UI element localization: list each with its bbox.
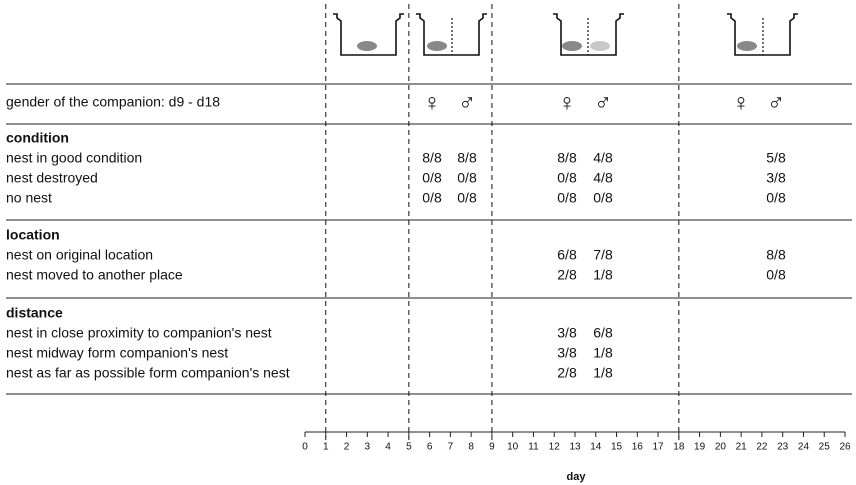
row-label: nest moved to another place bbox=[6, 267, 183, 283]
cell: 0/8 bbox=[422, 190, 442, 206]
tick-label: 23 bbox=[777, 442, 789, 453]
row-label: nest in close proximity to companion's n… bbox=[6, 325, 272, 341]
cell: 1/8 bbox=[593, 365, 613, 381]
tick-label: 11 bbox=[528, 442, 539, 453]
tick-label: 7 bbox=[448, 442, 454, 453]
tick-label: 14 bbox=[590, 442, 602, 453]
cell: 0/8 bbox=[557, 190, 577, 206]
tick-label: 6 bbox=[427, 442, 433, 453]
row-label: no nest bbox=[6, 190, 52, 206]
cell: 8/8 bbox=[557, 150, 577, 166]
tick-label: 3 bbox=[365, 442, 371, 453]
cell: 6/8 bbox=[557, 247, 577, 263]
tick-label: 8 bbox=[468, 442, 474, 453]
gender-symbol: ♀ bbox=[732, 89, 750, 116]
cell: 0/8 bbox=[593, 190, 613, 206]
tick-label: 15 bbox=[611, 442, 623, 453]
tick-label: 2 bbox=[344, 442, 350, 453]
cell: 4/8 bbox=[593, 150, 613, 166]
cell: 0/8 bbox=[557, 170, 577, 186]
cell: 4/8 bbox=[593, 170, 613, 186]
section-title: distance bbox=[6, 305, 63, 321]
tick-label: 20 bbox=[715, 442, 727, 453]
cell: 0/8 bbox=[766, 190, 786, 206]
tick-label: 16 bbox=[632, 442, 644, 453]
tick-label: 4 bbox=[385, 442, 391, 453]
row-label: nest as far as possible form companion's… bbox=[6, 365, 290, 381]
cell: 0/8 bbox=[457, 190, 477, 206]
cell: 3/8 bbox=[557, 345, 577, 361]
tick-label: 17 bbox=[653, 442, 665, 453]
cell: 0/8 bbox=[457, 170, 477, 186]
cell: 3/8 bbox=[557, 325, 577, 341]
cell: 3/8 bbox=[766, 170, 786, 186]
tick-label: 5 bbox=[406, 442, 412, 453]
cell: 8/8 bbox=[422, 150, 442, 166]
cell: 6/8 bbox=[593, 325, 613, 341]
cell: 2/8 bbox=[557, 365, 577, 381]
tick-label: 1 bbox=[323, 442, 329, 453]
tick-label: 12 bbox=[549, 442, 561, 453]
gender-symbol: ♀ bbox=[558, 89, 576, 116]
gender-symbol: ♂ bbox=[458, 89, 476, 116]
cell: 5/8 bbox=[766, 150, 786, 166]
axis-label: day bbox=[567, 471, 587, 483]
section-title: condition bbox=[6, 130, 69, 146]
cell: 1/8 bbox=[593, 345, 613, 361]
tick-label: 26 bbox=[839, 442, 851, 453]
tick-label: 18 bbox=[673, 442, 685, 453]
tick-label: 13 bbox=[569, 442, 581, 453]
figure: gender of the companion: d9 - d18 ♀ ♂ ♀ ♂ ♀ ♂… bbox=[0, 0, 856, 485]
cell: 0/8 bbox=[422, 170, 442, 186]
cell: 7/8 bbox=[593, 247, 613, 263]
gender-symbol: ♀ bbox=[423, 89, 441, 116]
section-title: location bbox=[6, 227, 60, 243]
cell: 8/8 bbox=[766, 247, 786, 263]
tick-label: 9 bbox=[489, 442, 495, 453]
tick-label: 22 bbox=[756, 442, 768, 453]
cell: 0/8 bbox=[766, 267, 786, 283]
row-label: nest on original location bbox=[6, 247, 153, 263]
cage-icons bbox=[333, 14, 798, 55]
tick-label: 21 bbox=[736, 442, 748, 453]
cell: 1/8 bbox=[593, 267, 613, 283]
tick-label: 10 bbox=[507, 442, 519, 453]
tick-label: 24 bbox=[798, 442, 810, 453]
row-label: nest in good condition bbox=[6, 150, 142, 166]
tick-label: 19 bbox=[694, 442, 706, 453]
cell: 8/8 bbox=[457, 150, 477, 166]
gender-symbol: ♂ bbox=[767, 89, 785, 116]
row-label: nest midway form companion's nest bbox=[6, 345, 228, 361]
tick-label: 25 bbox=[819, 442, 831, 453]
gender-symbol: ♂ bbox=[594, 89, 612, 116]
gender-label: gender of the companion: d9 - d18 bbox=[6, 94, 220, 110]
tick-label: 0 bbox=[302, 442, 308, 453]
row-label: nest destroyed bbox=[6, 170, 98, 186]
cell: 2/8 bbox=[557, 267, 577, 283]
